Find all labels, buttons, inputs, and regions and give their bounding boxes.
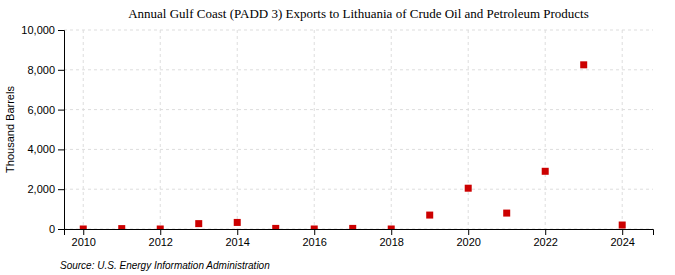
- grid-line: [64, 149, 653, 150]
- x-tick-label: 2020: [456, 236, 480, 248]
- x-tick-label: 2010: [72, 236, 96, 248]
- grid-line: [64, 189, 653, 190]
- x-tick-label: 2024: [610, 236, 634, 248]
- y-tick-label: 6,000: [27, 104, 55, 116]
- plot-area: 2010 2012 2014 2016 2018 2020 2022 2024 0 2,000 4,…: [21, 24, 653, 248]
- y-tick-mark: [58, 229, 64, 230]
- x-tick-mark: [545, 229, 546, 235]
- point: [157, 226, 164, 230]
- point: [311, 226, 318, 230]
- grid-line: [468, 30, 469, 229]
- x-tick: 2010: [72, 229, 96, 248]
- y-tick: 6,000: [27, 104, 64, 116]
- x-tick-mark: [391, 229, 392, 235]
- grid-line: [545, 30, 546, 229]
- x-tick: 2014: [225, 229, 249, 248]
- y-axis: 0 2,000 4,000 6,000 8,000 10,000: [21, 24, 64, 235]
- y-axis-title: Thousand Barrels: [4, 86, 16, 173]
- point: [388, 226, 395, 230]
- grid-line: [64, 69, 653, 70]
- y-tick-mark: [58, 189, 64, 190]
- x-tick-mark: [160, 229, 161, 235]
- grid-line: [83, 30, 84, 229]
- point: [619, 222, 626, 229]
- x-tick-mark: [83, 229, 84, 235]
- x-tick-label: 2014: [225, 236, 249, 248]
- y-tick-label: 4,000: [27, 143, 55, 155]
- y-tick-mark: [58, 110, 64, 111]
- y-tick: 4,000: [27, 143, 64, 155]
- grid-line: [314, 30, 315, 229]
- y-axis-line: [58, 31, 65, 230]
- x-axis-line: [65, 230, 654, 236]
- grid-line: [160, 30, 161, 229]
- title: Annual Gulf Coast (PADD 3) Exports to Li…: [128, 6, 589, 21]
- y-tick-mark: [58, 30, 64, 31]
- point: [465, 185, 472, 192]
- x-tick: 2024: [610, 229, 634, 248]
- grid-line: [237, 30, 238, 229]
- y-tick-label: 10,000: [21, 24, 55, 36]
- x-tick-mark: [237, 229, 238, 235]
- point: [80, 226, 87, 230]
- grid-line: [64, 30, 653, 31]
- y-tick-label: 0: [49, 223, 55, 235]
- point: [580, 61, 587, 68]
- x-tick-mark: [622, 229, 623, 235]
- x-tick-label: 2016: [302, 236, 326, 248]
- x-tick-label: 2022: [533, 236, 557, 248]
- x-tick-mark: [468, 229, 469, 235]
- points: [80, 61, 626, 229]
- x-tick-label: 2012: [148, 236, 172, 248]
- point: [542, 168, 549, 175]
- y-tick: 0: [49, 223, 64, 235]
- y-tick-label: 8,000: [27, 64, 55, 76]
- x-tick-mark: [314, 229, 315, 235]
- chart: 2010 2012 2014 2016 2018 2020 2022 2024 0 2,000 4,…: [0, 0, 675, 275]
- x-tick: 2022: [533, 229, 557, 248]
- source: Source: U.S. Energy Information Administ…: [60, 260, 270, 271]
- y-tick: 10,000: [21, 24, 64, 36]
- grid: [64, 30, 653, 229]
- point: [349, 225, 356, 229]
- y-tick: 2,000: [27, 183, 64, 195]
- grid-line: [64, 109, 653, 110]
- x-tick: 2018: [379, 229, 403, 248]
- grid-line: [622, 30, 623, 229]
- x-tick: 2016: [302, 229, 326, 248]
- point: [195, 220, 202, 227]
- x-tick: 2020: [456, 229, 480, 248]
- y-tick-label: 2,000: [27, 183, 55, 195]
- x-tick: 2012: [148, 229, 172, 248]
- x-tick-label: 2018: [379, 236, 403, 248]
- point: [234, 219, 241, 226]
- y-tick: 8,000: [27, 64, 64, 76]
- point: [272, 225, 279, 229]
- y-tick-mark: [58, 70, 64, 71]
- x-axis: 2010 2012 2014 2016 2018 2020 2022 2024: [65, 229, 654, 248]
- grid-line: [391, 30, 392, 229]
- point: [426, 212, 433, 219]
- point: [118, 225, 125, 229]
- y-tick-mark: [58, 149, 64, 150]
- point: [503, 210, 510, 217]
